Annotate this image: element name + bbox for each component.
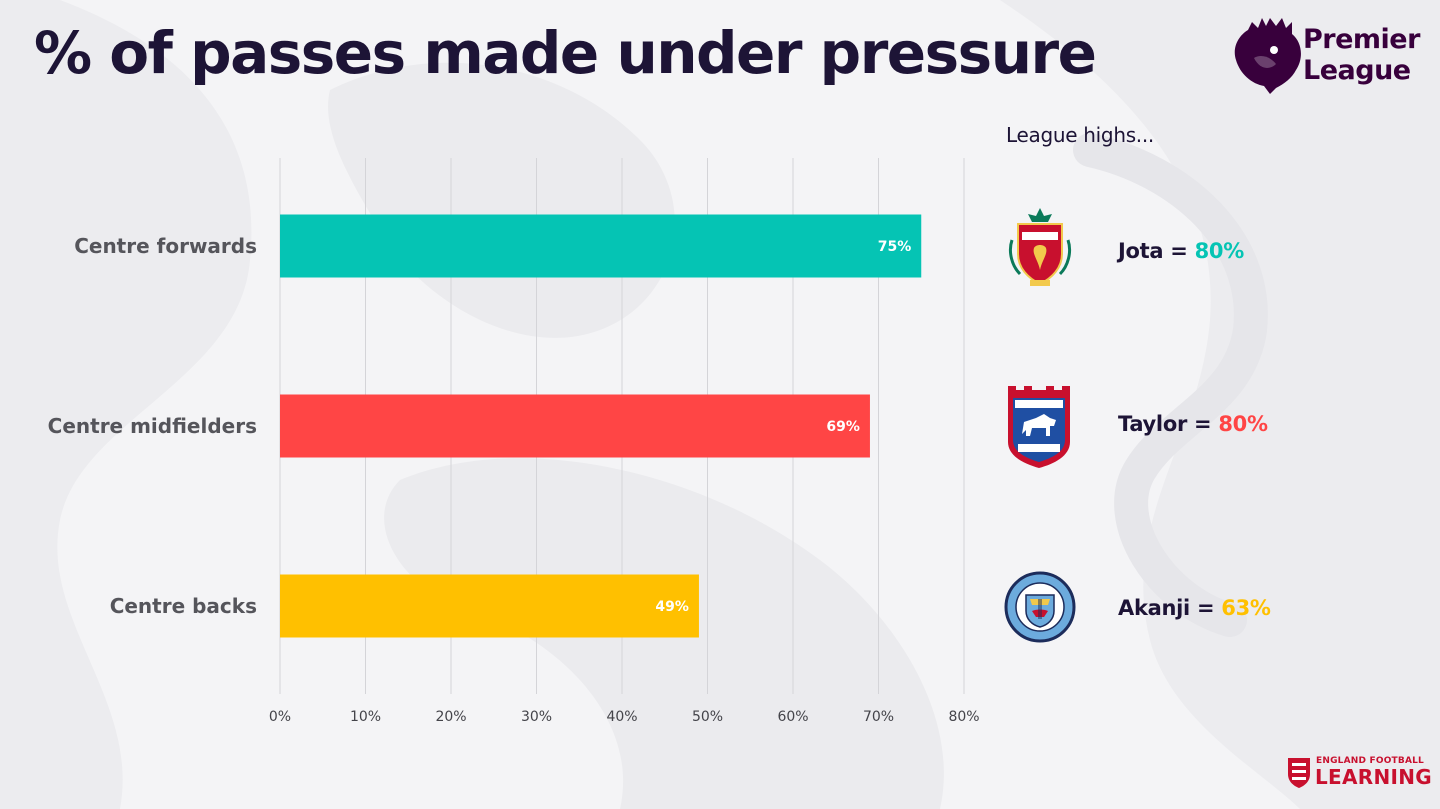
chart-title: % of passes made under pressure — [34, 19, 1097, 87]
league-high-equals: = — [1187, 412, 1219, 436]
x-axis-ticks: 0% 10% 20% 30% 40% 50% 60% 70% 80% — [269, 709, 980, 725]
premier-league-line1: Premier — [1303, 24, 1420, 55]
efl-line1: ENGLAND FOOTBALL — [1316, 756, 1424, 766]
x-tick-label: 30% — [521, 709, 552, 725]
league-highs-heading: League highs... — [1006, 123, 1154, 147]
category-labels: Centre forwards Centre midfielders Centre … — [48, 234, 257, 618]
league-high-taylor: Taylor = 80% — [1118, 412, 1268, 436]
premier-league-wordmark: Premier League — [1303, 24, 1420, 86]
league-high-value: 63% — [1221, 596, 1271, 620]
league-high-jota: Jota = 80% — [1118, 239, 1244, 263]
x-tick-label: 10% — [350, 709, 381, 725]
x-tick-label: 80% — [948, 709, 979, 725]
league-high-akanji: Akanji = 63% — [1118, 596, 1271, 620]
bar — [280, 394, 870, 458]
league-high-equals: = — [1189, 596, 1222, 620]
x-tick-label: 60% — [777, 709, 808, 725]
league-high-value: 80% — [1194, 239, 1245, 263]
x-tick-label: 70% — [863, 709, 894, 725]
x-tick-label: 50% — [692, 709, 723, 725]
league-high-player: Jota — [1118, 239, 1164, 263]
lion-head-icon — [1234, 18, 1301, 94]
manchester-city-crest-icon — [1004, 571, 1076, 643]
england-football-learning-logo — [1288, 758, 1310, 788]
liverpool-crest-icon — [1008, 208, 1072, 286]
efl-line2: LEARNING — [1315, 765, 1433, 789]
x-tick-label: 40% — [606, 709, 637, 725]
x-tick-label: 20% — [435, 709, 466, 725]
category-label: Centre backs — [110, 594, 257, 618]
three-lions-icon — [1288, 758, 1310, 788]
bar-data-label: 49% — [655, 599, 689, 615]
league-high-player: Taylor — [1118, 412, 1188, 436]
ipswich-town-crest-icon — [1008, 386, 1070, 468]
league-high-player: Akanji — [1118, 596, 1190, 620]
bar — [280, 214, 922, 278]
bar — [280, 574, 699, 638]
category-label: Centre midfielders — [48, 414, 257, 438]
x-tick-label: 0% — [269, 709, 291, 725]
premier-league-logo — [1234, 18, 1301, 94]
category-label: Centre forwards — [74, 234, 257, 258]
league-high-value: 80% — [1218, 412, 1268, 436]
league-high-equals: = — [1163, 239, 1195, 263]
bar-data-label: 69% — [826, 419, 860, 435]
bar-data-label: 75% — [878, 239, 912, 255]
premier-league-line2: League — [1303, 55, 1411, 86]
bars: 75% 69% 49% — [280, 214, 922, 638]
